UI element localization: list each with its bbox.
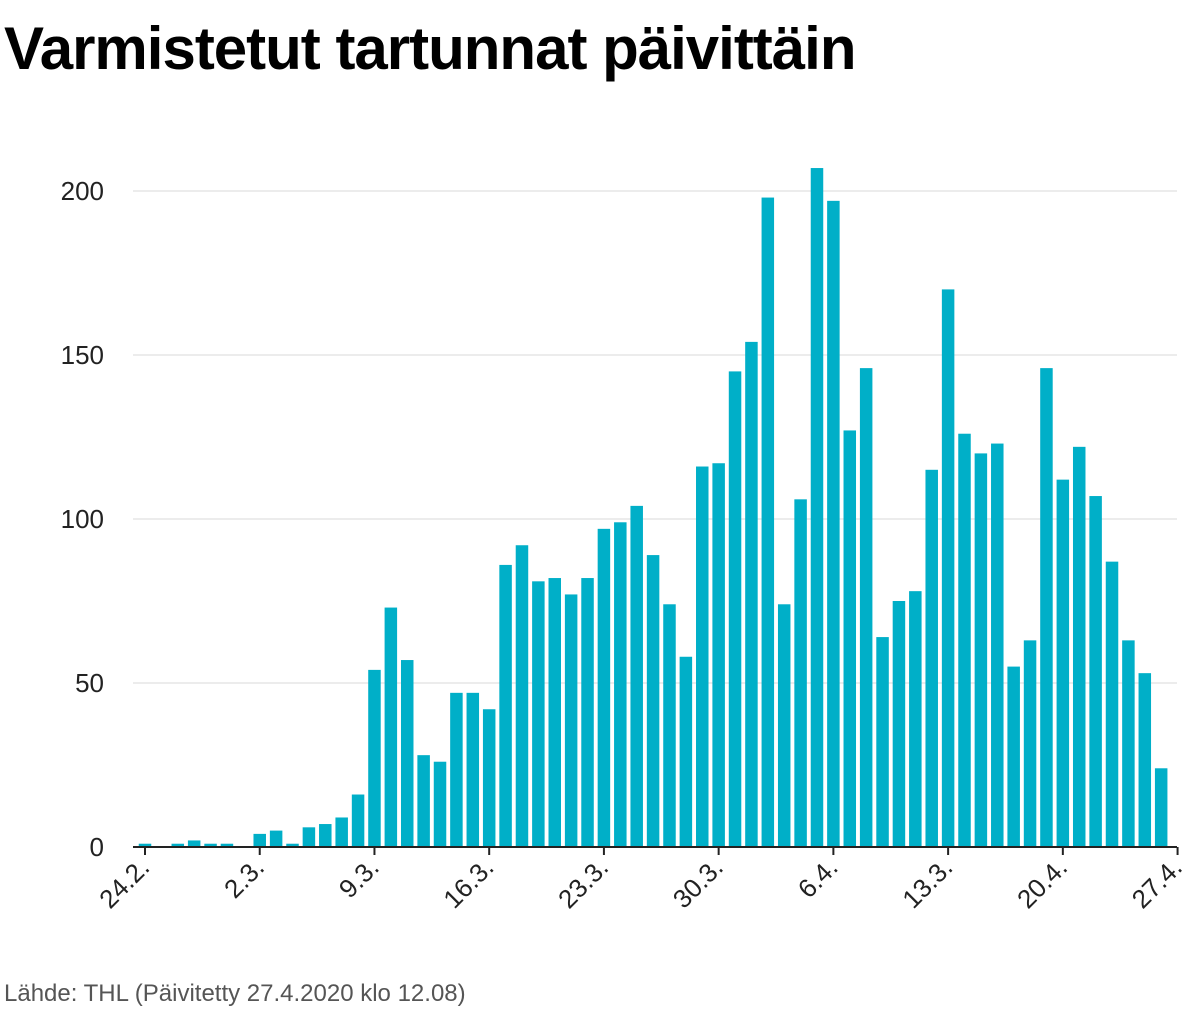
x-tick-label: 13.3.: [896, 852, 958, 914]
bar: [1040, 368, 1053, 847]
bar: [728, 371, 742, 847]
bar: [1122, 640, 1135, 847]
x-tick-label: 16.3.: [437, 852, 499, 914]
x-tick-label: 30.3.: [667, 852, 729, 914]
bar: [433, 761, 447, 847]
bar: [991, 443, 1004, 847]
y-tick-label: 50: [75, 668, 104, 698]
bar: [286, 843, 299, 847]
bar: [761, 197, 775, 847]
bar: [581, 578, 594, 847]
bar: [548, 578, 561, 847]
bar: [1138, 673, 1152, 847]
bar: [564, 594, 578, 847]
x-tick-label: 27.4.: [1126, 852, 1188, 914]
y-tick-label: 150: [61, 340, 104, 370]
bar: [745, 341, 758, 847]
x-tick-label: 6.4.: [792, 852, 844, 904]
bar: [892, 601, 906, 847]
bar: [204, 843, 217, 847]
bar: [794, 499, 807, 847]
bar: [417, 755, 430, 847]
bar: [187, 840, 201, 847]
bars: [138, 168, 1168, 848]
bar: [400, 660, 414, 847]
chart-title: Varmistetut tartunnat päivittäin: [4, 15, 856, 82]
x-tick-label: 2.3.: [218, 852, 270, 904]
bar: [859, 368, 873, 847]
bar: [220, 843, 234, 847]
bar: [450, 692, 463, 847]
x-tick-label: 23.3.: [552, 852, 614, 914]
bar: [1007, 666, 1020, 847]
x-tick-label: 20.4.: [1011, 852, 1073, 914]
bar: [138, 843, 152, 847]
bar: [319, 824, 332, 847]
bar: [679, 656, 693, 847]
bar: [925, 469, 938, 847]
bar: [827, 200, 840, 848]
x-axis-labels: 24.2. 2.3. 9.3. 16.3. 23.3. 30.3. 6.4. 13.3. 20.…: [93, 852, 1188, 914]
bar: [614, 522, 627, 847]
bar: [384, 607, 398, 847]
bar: [1105, 561, 1119, 847]
bar: [810, 168, 824, 848]
bar: [1154, 768, 1168, 847]
bar: [777, 604, 791, 847]
bar: [974, 453, 988, 847]
bar: [1089, 496, 1102, 847]
y-axis-labels: 0 50 100 150 200: [61, 176, 104, 862]
bar: [253, 833, 266, 847]
bar: [909, 591, 922, 847]
bar: [302, 827, 316, 847]
bar: [482, 709, 496, 847]
source-note: Lähde: THL (Päivitetty 27.4.2020 klo 12.…: [4, 980, 466, 1007]
bar: [663, 604, 676, 847]
bar: [368, 669, 381, 847]
bar: [1056, 479, 1070, 847]
bar: [958, 433, 971, 847]
bar: [941, 289, 955, 847]
bar: [696, 466, 709, 847]
bar: [335, 817, 348, 847]
bar: [646, 555, 660, 847]
x-tick-label: 9.3.: [333, 852, 385, 904]
y-tick-label: 200: [61, 176, 104, 206]
bar: [269, 830, 283, 847]
bar: [351, 794, 365, 847]
bar: [532, 581, 545, 847]
bar: [515, 545, 529, 847]
bar: [843, 430, 857, 847]
bar: [499, 564, 512, 847]
bar: [1023, 640, 1037, 847]
bar: [876, 637, 889, 847]
bar: [171, 843, 185, 847]
bar: [597, 528, 611, 847]
bar: [1072, 446, 1086, 847]
bar: [630, 505, 643, 847]
bar: [466, 692, 480, 847]
y-tick-label: 100: [61, 504, 104, 534]
bar: [712, 463, 725, 847]
x-axis: [133, 846, 1179, 855]
y-tick-label: 0: [90, 832, 104, 862]
